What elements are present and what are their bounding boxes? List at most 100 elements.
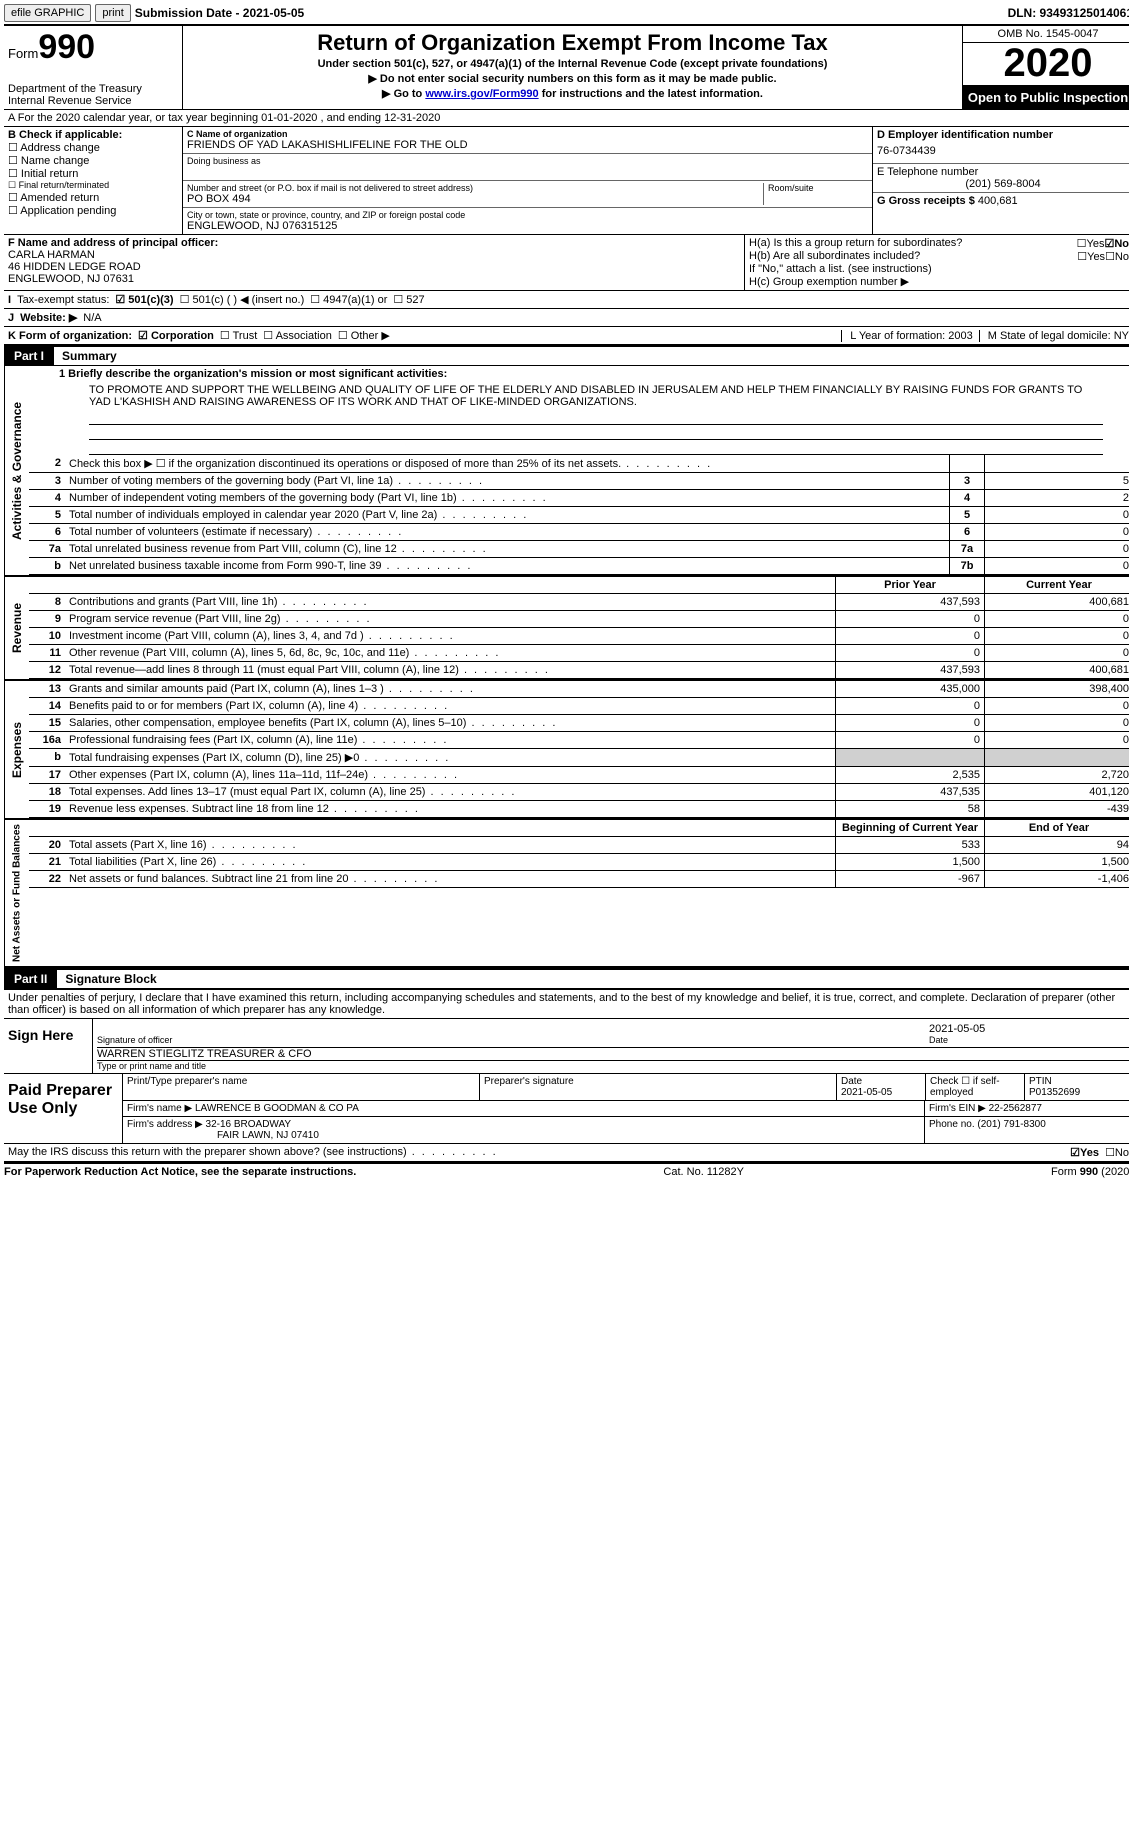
- chk-amended[interactable]: ☐ Amended return: [8, 191, 178, 204]
- data-line: 12 Total revenue—add lines 8 through 11 …: [29, 662, 1129, 679]
- line-box: 5: [949, 507, 984, 523]
- ptin-value: P01352699: [1029, 1087, 1129, 1098]
- prior-value: 437,593: [835, 594, 984, 610]
- chk-501c[interactable]: ☐ 501(c) ( ) ◀ (insert no.): [180, 293, 305, 306]
- chk-4947[interactable]: ☐ 4947(a)(1) or: [310, 293, 387, 306]
- subtitle-2: ▶ Do not enter social security numbers o…: [187, 72, 958, 85]
- chk-other[interactable]: ☐ Other ▶: [338, 329, 390, 342]
- discuss-yes[interactable]: ☑Yes: [1070, 1146, 1099, 1159]
- firm-addr1: 32-16 BROADWAY: [206, 1119, 292, 1130]
- data-line: 10 Investment income (Part VIII, column …: [29, 628, 1129, 645]
- hb-yes[interactable]: ☐Yes: [1077, 250, 1105, 263]
- line-num: 18: [29, 784, 65, 800]
- data-line: 8 Contributions and grants (Part VIII, l…: [29, 594, 1129, 611]
- line-text: Total assets (Part X, line 16): [65, 837, 835, 853]
- line-text: Total fundraising expenses (Part IX, col…: [65, 749, 835, 766]
- tel-label: E Telephone number: [877, 166, 1129, 178]
- discuss-no[interactable]: ☐No: [1105, 1146, 1129, 1159]
- prep-self-emp[interactable]: Check ☐ if self-employed: [926, 1074, 1025, 1100]
- chk-assoc[interactable]: ☐ Association: [263, 329, 332, 342]
- part1-title: Summary: [54, 347, 125, 365]
- addr-label: Number and street (or P.O. box if mail i…: [187, 183, 763, 193]
- i-label: I: [8, 294, 11, 306]
- j-label: J: [8, 312, 14, 324]
- officer-name: CARLA HARMAN: [8, 249, 740, 261]
- form-container: Form990 Department of the Treasury Inter…: [4, 24, 1129, 1180]
- current-value: 0: [984, 715, 1129, 731]
- line-num: 6: [29, 524, 65, 540]
- current-value: -1,406: [984, 871, 1129, 887]
- line-value: 5: [984, 473, 1129, 489]
- chk-trust[interactable]: ☐ Trust: [220, 329, 257, 342]
- vtab-revenue: Revenue: [4, 577, 29, 679]
- part2-title: Signature Block: [57, 970, 164, 988]
- footer-left: For Paperwork Reduction Act Notice, see …: [4, 1166, 356, 1178]
- line-text: Number of independent voting members of …: [65, 490, 949, 506]
- line-text: Professional fundraising fees (Part IX, …: [65, 732, 835, 748]
- sign-here-label: Sign Here: [4, 1019, 93, 1073]
- efile-badge: efile GRAPHIC: [4, 4, 91, 22]
- mission-text: TO PROMOTE AND SUPPORT THE WELLBEING AND…: [29, 382, 1129, 410]
- ha-yes[interactable]: ☐Yes: [1077, 237, 1105, 250]
- prep-sig-label: Preparer's signature: [484, 1076, 832, 1087]
- phone-label: Phone no.: [929, 1119, 975, 1130]
- row-a: A For the 2020 calendar year, or tax yea…: [4, 110, 1129, 127]
- line-num: 13: [29, 681, 65, 697]
- line-text: Total revenue—add lines 8 through 11 (mu…: [65, 662, 835, 678]
- typed-name-label: Type or print name and title: [97, 1060, 1129, 1071]
- chk-527[interactable]: ☐ 527: [393, 293, 424, 306]
- prep-name-label: Print/Type preparer's name: [127, 1076, 475, 1087]
- footer-mid: Cat. No. 11282Y: [663, 1166, 744, 1178]
- chk-address[interactable]: ☐ Address change: [8, 141, 178, 154]
- print-button[interactable]: print: [95, 4, 130, 22]
- line-text: Total number of volunteers (estimate if …: [65, 524, 949, 540]
- line-text: Check this box ▶ ☐ if the organization d…: [65, 455, 949, 472]
- officer-addr2: ENGLEWOOD, NJ 07631: [8, 273, 740, 285]
- subtitle-3b: for instructions and the latest informat…: [539, 88, 763, 100]
- line-text: Total number of individuals employed in …: [65, 507, 949, 523]
- line-box: [949, 455, 984, 472]
- topbar: efile GRAPHIC print Submission Date - 20…: [4, 4, 1129, 22]
- line-value: 2: [984, 490, 1129, 506]
- prior-value: 0: [835, 732, 984, 748]
- paid-preparer-label: Paid Preparer Use Only: [4, 1074, 123, 1143]
- irs-link[interactable]: www.irs.gov/Form990: [425, 88, 538, 100]
- ein: 76-0734439: [877, 141, 1129, 161]
- line-text: Grants and similar amounts paid (Part IX…: [65, 681, 835, 697]
- part1-num: Part I: [4, 347, 54, 365]
- line-box: 4: [949, 490, 984, 506]
- chk-pending[interactable]: ☐ Application pending: [8, 204, 178, 217]
- line-text: Benefits paid to or for members (Part IX…: [65, 698, 835, 714]
- hdr-prior: Prior Year: [835, 577, 984, 593]
- chk-initial[interactable]: ☐ Initial return: [8, 167, 178, 180]
- officer-label: F Name and address of principal officer:: [8, 237, 740, 249]
- data-line: 15 Salaries, other compensation, employe…: [29, 715, 1129, 732]
- org-address: PO BOX 494: [187, 193, 763, 205]
- blank-line: [89, 440, 1103, 455]
- chk-final[interactable]: ☐ Final return/terminated: [8, 180, 178, 191]
- current-value: 1,500: [984, 854, 1129, 870]
- line-num: 12: [29, 662, 65, 678]
- line-num: 21: [29, 854, 65, 870]
- gov-line: 5 Total number of individuals employed i…: [29, 507, 1129, 524]
- header-left: Form990 Department of the Treasury Inter…: [4, 26, 183, 109]
- prior-value: 435,000: [835, 681, 984, 697]
- room-label: Room/suite: [768, 183, 868, 193]
- prior-value: 0: [835, 611, 984, 627]
- chk-corp[interactable]: ☑ Corporation: [138, 329, 214, 342]
- gov-line: b Net unrelated business taxable income …: [29, 558, 1129, 575]
- chk-name[interactable]: ☐ Name change: [8, 154, 178, 167]
- hb-label: H(b) Are all subordinates included?: [749, 250, 1077, 263]
- firm-ein-label: Firm's EIN ▶: [929, 1103, 986, 1114]
- line-box: 6: [949, 524, 984, 540]
- prior-value: [835, 749, 984, 766]
- ha-no[interactable]: ☑No: [1104, 237, 1129, 250]
- hb-no[interactable]: ☐No: [1105, 250, 1129, 263]
- line-num: 10: [29, 628, 65, 644]
- data-line: 14 Benefits paid to or for members (Part…: [29, 698, 1129, 715]
- data-line: 13 Grants and similar amounts paid (Part…: [29, 681, 1129, 698]
- hdr-begin: Beginning of Current Year: [835, 820, 984, 836]
- line-text: Total unrelated business revenue from Pa…: [65, 541, 949, 557]
- chk-501c3[interactable]: ☑ 501(c)(3): [115, 293, 173, 306]
- prior-value: 533: [835, 837, 984, 853]
